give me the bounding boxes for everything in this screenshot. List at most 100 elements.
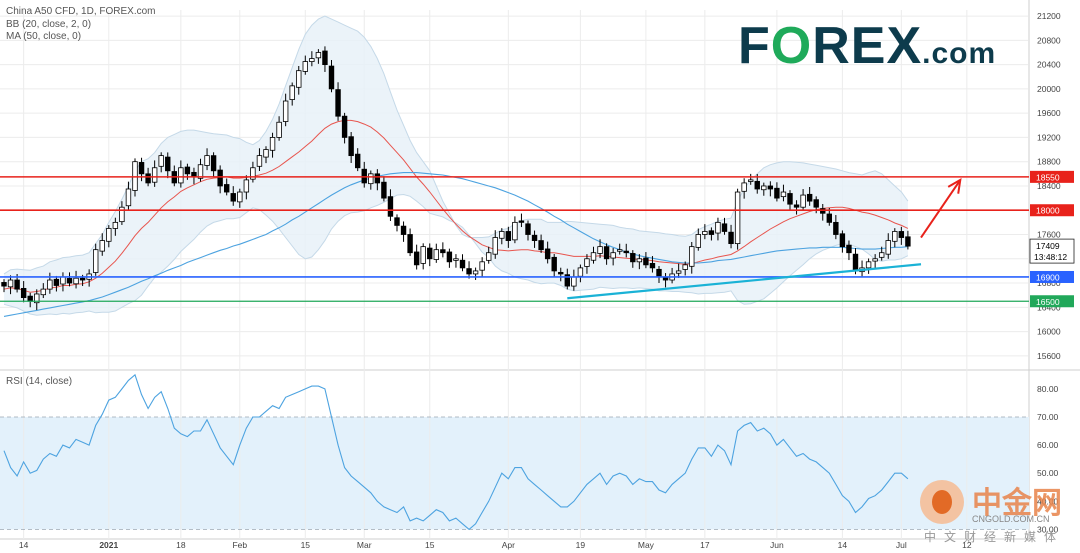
- candle-body: [905, 236, 911, 247]
- candle-body: [269, 137, 276, 151]
- candle-body: [472, 270, 479, 275]
- candle-body: [256, 155, 263, 167]
- time-tick-label: Apr: [502, 540, 515, 550]
- rsi-tick-label: 70.00: [1037, 412, 1059, 422]
- candle-body: [774, 187, 780, 199]
- cngold-subtitle: 中文财经新媒体: [924, 530, 1065, 544]
- candle-body: [708, 230, 715, 235]
- price-tick-label: 17600: [1037, 230, 1061, 240]
- support-trendline: [567, 263, 922, 300]
- candle-body: [40, 288, 46, 296]
- candle-body: [328, 65, 335, 90]
- candle-body: [636, 258, 643, 263]
- cngold-domain: CNGOLD.COM.CN: [972, 514, 1050, 524]
- candle-body: [348, 136, 354, 157]
- price-tick-label: 20400: [1037, 60, 1061, 70]
- candle-body: [702, 231, 708, 235]
- candle-body: [617, 249, 623, 252]
- candle-body: [204, 155, 210, 166]
- candle-body: [341, 115, 348, 138]
- candle-body: [73, 277, 79, 285]
- candle-body: [761, 185, 767, 191]
- candle-body: [309, 58, 315, 62]
- candle-body: [571, 276, 577, 287]
- candle-body: [184, 166, 191, 175]
- candle-body: [145, 173, 151, 184]
- candle-body: [420, 246, 426, 264]
- candle-body: [178, 167, 184, 184]
- time-tick-label: 15: [425, 540, 435, 550]
- cngold-mark-icon: [920, 480, 964, 524]
- candle-body: [846, 244, 852, 254]
- candle-body: [440, 249, 446, 254]
- candle-body: [885, 240, 891, 255]
- time-tick-label: 15: [301, 540, 311, 550]
- candle-body: [302, 61, 308, 72]
- candle-body: [276, 121, 282, 138]
- candle-body: [387, 196, 394, 217]
- candle-body: [27, 295, 33, 302]
- time-tick-label: May: [638, 540, 655, 550]
- candle-body: [282, 100, 289, 122]
- candle-body: [544, 248, 551, 260]
- candle-body: [158, 155, 164, 167]
- forex-logo-dotcom: .com: [922, 37, 997, 70]
- rsi-tick-label: 40.00: [1037, 496, 1059, 506]
- candle-body: [826, 213, 832, 223]
- level-tag-16500: [1030, 295, 1074, 308]
- level-tag-text: 16900: [1036, 272, 1060, 282]
- candle-body: [584, 258, 590, 267]
- candle-body: [649, 262, 656, 269]
- bollinger-band-fill: [4, 16, 908, 316]
- price-tick-label: 18400: [1037, 181, 1061, 191]
- candle-body: [368, 173, 374, 185]
- price-tick-label: 16800: [1037, 278, 1061, 288]
- candle-body: [754, 180, 760, 190]
- candle-body: [1, 282, 7, 287]
- candle-body: [564, 274, 570, 287]
- bar-countdown: 13:48:12: [1034, 252, 1067, 262]
- candle-body: [7, 279, 14, 288]
- candle-body: [675, 270, 682, 274]
- last-price-value: 17409: [1036, 241, 1060, 251]
- candle-body: [446, 251, 453, 263]
- candle-body: [892, 231, 898, 242]
- candle-body: [852, 253, 859, 272]
- candle-body: [793, 204, 800, 208]
- candle-body: [296, 70, 302, 88]
- candle-body: [499, 231, 505, 239]
- price-tick-label: 21200: [1037, 11, 1061, 21]
- candle-body: [512, 221, 518, 241]
- bb-legend: BB (20, close, 2, 0): [6, 19, 92, 30]
- time-tick-label: 14: [19, 540, 29, 550]
- candle-body: [243, 179, 250, 193]
- candle-body: [230, 193, 236, 202]
- rsi-band: [0, 416, 1029, 530]
- ma-legend: MA (50, close, 0): [6, 31, 82, 42]
- candle-body: [656, 268, 662, 278]
- price-tick-label: 15600: [1037, 351, 1061, 361]
- rsi-tick-label: 30.00: [1037, 524, 1059, 534]
- candle-body: [741, 182, 747, 192]
- candle-body: [898, 231, 905, 238]
- time-tick-label: Mar: [357, 540, 372, 550]
- candle-body: [99, 240, 105, 252]
- candle-body: [590, 252, 597, 261]
- candle-body: [833, 221, 839, 235]
- candle-body: [787, 193, 793, 205]
- bollinger-upper-line: [3, 15, 909, 275]
- time-tick-label: 12: [962, 540, 972, 550]
- candle-body: [630, 253, 636, 263]
- candle-body: [597, 246, 603, 254]
- forex-logo-rest: REX: [812, 17, 923, 75]
- candle-body: [603, 246, 610, 260]
- candle-body: [872, 258, 878, 262]
- level-tag-text: 16500: [1036, 297, 1060, 307]
- price-tick-label: 20800: [1037, 35, 1061, 45]
- candle-body: [322, 50, 328, 66]
- last-price-tag: [1029, 238, 1075, 264]
- candle-body: [662, 277, 669, 281]
- candle-body: [354, 153, 361, 169]
- candle-body: [780, 191, 787, 198]
